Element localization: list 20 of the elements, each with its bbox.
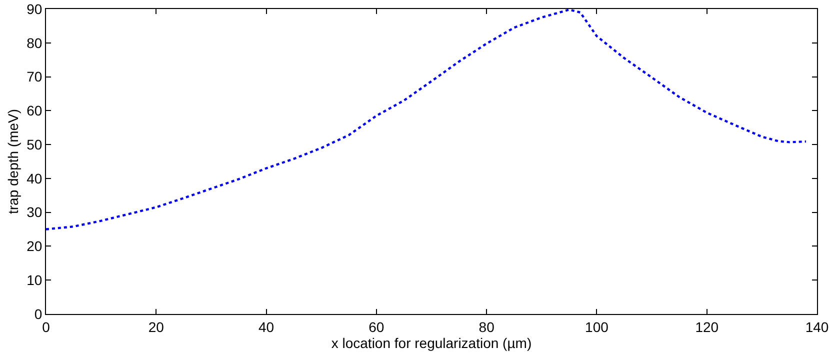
y-tick-label: 60: [26, 102, 42, 119]
x-tick-label: 120: [695, 318, 719, 335]
y-tick-label: 80: [26, 34, 42, 51]
x-tick-label: 100: [585, 318, 609, 335]
x-tick-label: 20: [148, 318, 164, 335]
y-tick-label: 10: [26, 272, 42, 288]
y-tick-label: 50: [26, 136, 42, 152]
y-tick-label: 90: [26, 0, 42, 17]
x-axis-title: x location for regularization (µm): [331, 334, 532, 351]
y-tick-label: 0: [34, 306, 42, 322]
y-tick-label: 30: [26, 204, 42, 220]
line-series: [46, 9, 808, 230]
y-tick-label: 70: [26, 68, 42, 85]
x-tick-label: 60: [368, 318, 384, 335]
y-tick-label: 40: [26, 170, 42, 186]
x-tick-label: 140: [805, 318, 829, 335]
x-tick-label: 40: [258, 318, 274, 335]
y-tick-label: 20: [26, 238, 42, 254]
x-tick-label: 80: [478, 318, 495, 335]
y-axis-title: trap depth (meV): [5, 108, 22, 214]
